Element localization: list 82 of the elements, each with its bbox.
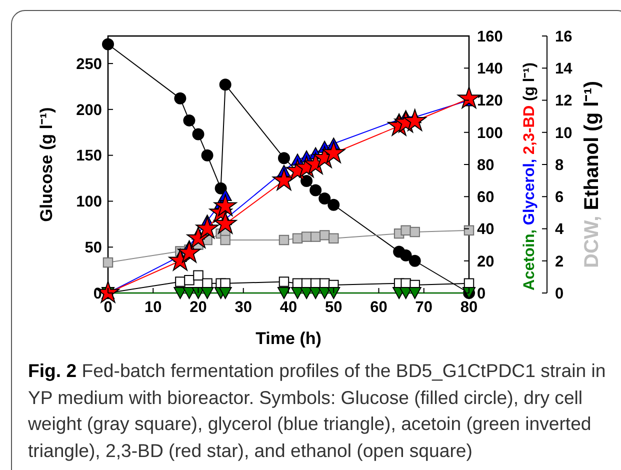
- point: [183, 114, 196, 126]
- point: [278, 276, 290, 287]
- point: [186, 226, 210, 248]
- point: [219, 78, 232, 91]
- x-tick-label: 20: [190, 299, 207, 316]
- y3-tick-label: 14: [555, 60, 573, 78]
- point: [196, 216, 219, 239]
- y2-tick-label: 60: [477, 189, 494, 206]
- point: [102, 38, 114, 50]
- point: [220, 234, 230, 246]
- y2-tick-label: 140: [477, 60, 503, 78]
- point: [318, 287, 332, 299]
- y2-tick-label: 120: [477, 92, 503, 110]
- y-tick-label: 250: [76, 56, 102, 73]
- y3-tick-label: 10: [555, 124, 572, 142]
- x-tick-label: 80: [460, 299, 478, 316]
- caption: Fig. 2 Fed-batch fermentation profiles of the BD5_G1CtPDC1 strain in YP medium with bioreactor. Symbols: Glucose (filled circle), dry cell weight (gray square), glycerol (blue triangle), acetoin (green inverted triangle), 2,3-BD (red star), and ethanol (open square): [28, 359, 607, 463]
- point: [278, 234, 290, 246]
- y-tick-label: 100: [76, 194, 102, 211]
- point: [410, 226, 420, 238]
- point: [201, 149, 214, 162]
- point: [464, 225, 474, 236]
- point: [214, 182, 227, 194]
- y2-tick-label: 80: [477, 156, 494, 174]
- y2-tick-label: 160: [477, 28, 503, 46]
- point: [322, 141, 346, 164]
- y3-axis-title: DCW, Ethanol (g l⁻¹): [581, 80, 603, 268]
- y2-tick-label: 100: [477, 124, 503, 142]
- y3-tick-label: 2: [555, 253, 564, 270]
- point: [310, 184, 322, 196]
- point: [174, 287, 187, 299]
- point: [102, 257, 114, 268]
- point: [328, 233, 339, 244]
- x-tick-label: 70: [415, 299, 432, 316]
- x-tick-label: 30: [234, 299, 252, 316]
- y2-tick-label: 20: [477, 253, 494, 270]
- point: [175, 276, 186, 287]
- point: [214, 194, 237, 216]
- point: [403, 109, 426, 131]
- y2-tick-label: 0: [477, 285, 486, 302]
- x-tick-label: 60: [370, 299, 388, 316]
- y-tick-label: 50: [84, 240, 102, 257]
- point: [408, 254, 421, 267]
- x-tick-label: 10: [144, 299, 162, 316]
- point: [301, 232, 312, 242]
- y3-tick-label: 0: [555, 285, 564, 302]
- y-tick-label: 150: [76, 148, 102, 165]
- y3-tick-label: 6: [555, 189, 564, 206]
- point: [214, 212, 237, 234]
- y3-tick-label: 4: [555, 221, 564, 238]
- point: [182, 287, 196, 299]
- point: [318, 192, 331, 204]
- x-axis-title: Time (h): [256, 329, 322, 348]
- point: [309, 287, 322, 299]
- y-tick-label: 200: [76, 102, 102, 119]
- y-axis-title: Glucose (g l⁻¹): [37, 107, 56, 222]
- point: [328, 198, 340, 211]
- point: [178, 240, 201, 263]
- y3-tick-label: 12: [555, 92, 572, 110]
- point: [319, 230, 330, 240]
- y2-tick-label: 40: [477, 221, 494, 238]
- point: [310, 232, 321, 242]
- x-tick-label: 40: [280, 299, 298, 316]
- point: [399, 287, 412, 299]
- y3-tick-label: 8: [555, 156, 564, 174]
- point: [174, 92, 186, 104]
- point: [193, 270, 204, 280]
- y2-axis-title: Acetoin, Glycerol, 2,3-BD (g l⁻¹): [521, 62, 538, 291]
- point: [184, 275, 194, 286]
- point: [278, 152, 290, 164]
- point: [300, 175, 313, 188]
- point: [400, 225, 411, 236]
- point: [327, 287, 340, 299]
- point: [192, 128, 204, 140]
- point: [200, 287, 214, 299]
- x-tick-label: 0: [104, 299, 112, 316]
- point: [218, 287, 232, 299]
- y3-tick-label: 16: [555, 28, 573, 46]
- point: [400, 249, 412, 262]
- point: [408, 287, 422, 299]
- x-tick-label: 50: [325, 299, 342, 316]
- point: [277, 287, 290, 299]
